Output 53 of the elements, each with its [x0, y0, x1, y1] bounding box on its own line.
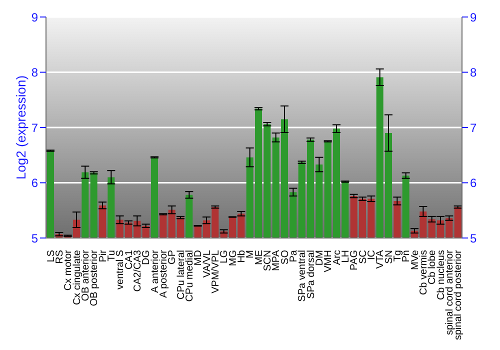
x-tick-label: SC [358, 250, 369, 264]
y2-tick-label: 7 [470, 120, 477, 135]
x-tick-label: RS [54, 250, 66, 264]
y-tick-label: 5 [31, 231, 38, 246]
x-tick-label: IC [366, 250, 378, 260]
x-tick-label: Cb vermis [418, 250, 430, 296]
x-tick-label: VPM/VPL [210, 250, 222, 294]
x-tick-label: CA2/CA3 [132, 250, 144, 292]
x-tick-label: CA1 [124, 250, 135, 270]
x-tick-label: SO [280, 250, 291, 264]
x-tick-label: PAG [349, 250, 360, 270]
x-tick-label: MVe [410, 250, 421, 270]
y-axis-title: Log2 (expression) [13, 75, 28, 180]
y-tick-label: 7 [31, 120, 38, 135]
x-tick-label: Pa [288, 250, 300, 262]
x-tick-label: VMH [323, 250, 334, 272]
x-tick-label: GP [167, 250, 178, 264]
y-tick-label: 9 [31, 10, 38, 24]
x-tick-label: DM [314, 250, 326, 266]
x-tick-label: Cb lobe [427, 250, 438, 284]
y-tick-label: 6 [31, 176, 38, 190]
x-tick-label: SPa dorsal [306, 250, 317, 299]
x-tick-label: Arc [332, 250, 343, 265]
x-tick-label: SN [384, 250, 395, 264]
x-tick-label: LH [340, 250, 352, 263]
x-tick-label: Tg [392, 250, 404, 262]
x-tick-label: OB anterior [80, 249, 92, 302]
x-tick-label: OB posterior [89, 249, 100, 306]
x-tick-label: spinal cord anterior [444, 249, 456, 336]
x-tick-label: MPA [271, 250, 282, 271]
x-tick-label: CPu medial [184, 250, 196, 302]
x-tick-label: Hb [236, 250, 248, 263]
x-tick-label: SCN [262, 250, 274, 272]
y2-tick-label: 9 [470, 10, 477, 24]
x-tick-label: A anterior [150, 249, 161, 293]
y2-tick-label: 5 [470, 231, 477, 246]
x-tick-label: DG [141, 250, 152, 265]
x-tick-label: M [245, 250, 256, 258]
x-tick-label: Pn [401, 250, 412, 262]
x-tick-label: Pir [98, 249, 109, 262]
x-tick-label: Tu [106, 250, 118, 262]
x-tick-label: spinal cord posterior [453, 249, 464, 340]
x-tick-label: Cx cingulate [72, 250, 83, 306]
x-tick-label: LG [219, 250, 230, 264]
y2-tick-label: 8 [470, 66, 477, 80]
x-tick-label: ventral S [115, 250, 126, 290]
y2-tick-label: 6 [470, 176, 477, 190]
x-tick-label: VTA [375, 250, 386, 269]
y-tick-label: 8 [31, 66, 38, 80]
x-tick-label: A posterior [158, 249, 170, 298]
x-tick-label: Cb nucleus [436, 250, 447, 300]
x-tick-label: LS [46, 250, 57, 262]
x-tick-label: ME [254, 250, 265, 265]
